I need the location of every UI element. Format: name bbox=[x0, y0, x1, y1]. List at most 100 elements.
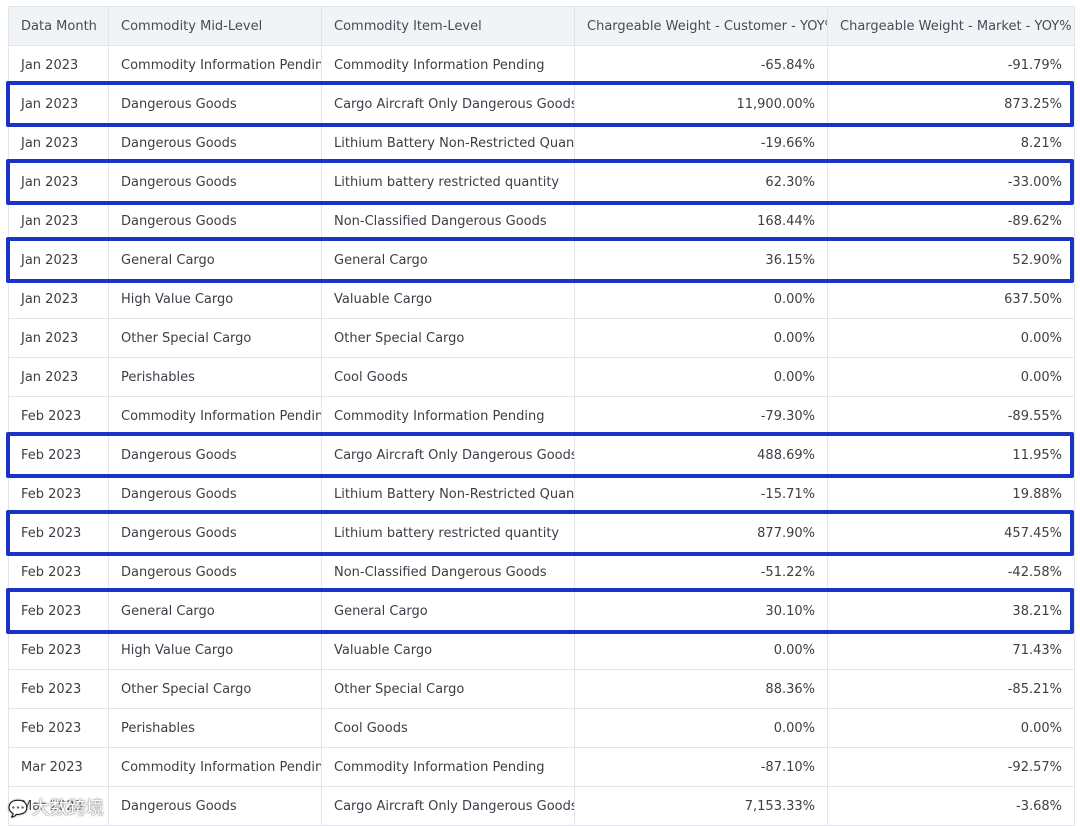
column-header-commodity-item-level[interactable]: Commodity Item-Level bbox=[321, 6, 575, 46]
cell-commodity-item-level: Commodity Information Pending bbox=[321, 396, 575, 436]
cell-commodity-item-level: General Cargo bbox=[321, 240, 575, 280]
cell-commodity-item-level: Lithium Battery Non-Restricted Quantity bbox=[321, 123, 575, 163]
cell-commodity-mid-level: General Cargo bbox=[108, 591, 322, 631]
cell-customer-yoy: -19.66% bbox=[574, 123, 828, 163]
table-row[interactable]: Jan 2023 Dangerous Goods Lithium battery r… bbox=[8, 162, 1075, 202]
cell-customer-yoy: 11,900.00% bbox=[574, 84, 828, 124]
table-row[interactable]: Feb 2023 Other Special Cargo Other Special… bbox=[8, 669, 1075, 709]
table-row[interactable]: Mar 2023 Dangerous Goods Cargo Aircraft On… bbox=[8, 786, 1075, 826]
cell-commodity-mid-level: Dangerous Goods bbox=[108, 162, 322, 202]
cell-market-yoy: -89.62% bbox=[827, 201, 1075, 241]
cell-data-month: Feb 2023 bbox=[8, 396, 109, 436]
cell-market-yoy: 0.00% bbox=[827, 708, 1075, 748]
cell-commodity-mid-level: High Value Cargo bbox=[108, 630, 322, 670]
cell-customer-yoy: 0.00% bbox=[574, 708, 828, 748]
column-header-data-month[interactable]: Data Month bbox=[8, 6, 109, 46]
table-row[interactable]: Feb 2023 Dangerous Goods Lithium battery r… bbox=[8, 513, 1075, 553]
table-row[interactable]: Feb 2023 Perishables Cool Goods 0.00% 0.00% bbox=[8, 708, 1075, 748]
cell-commodity-mid-level: Perishables bbox=[108, 708, 322, 748]
cell-customer-yoy: 30.10% bbox=[574, 591, 828, 631]
cell-commodity-mid-level: Dangerous Goods bbox=[108, 513, 322, 553]
cell-market-yoy: 8.21% bbox=[827, 123, 1075, 163]
cell-customer-yoy: -65.84% bbox=[574, 45, 828, 85]
table-row[interactable]: Feb 2023 Commodity Information Pending Com… bbox=[8, 396, 1075, 436]
cell-market-yoy: -92.57% bbox=[827, 747, 1075, 787]
cell-commodity-mid-level: Dangerous Goods bbox=[108, 123, 322, 163]
cell-customer-yoy: -79.30% bbox=[574, 396, 828, 436]
cell-data-month: Feb 2023 bbox=[8, 474, 109, 514]
table-row[interactable]: Feb 2023 Dangerous Goods Lithium Battery N… bbox=[8, 474, 1075, 514]
cell-market-yoy: -89.55% bbox=[827, 396, 1075, 436]
cell-commodity-mid-level: Dangerous Goods bbox=[108, 474, 322, 514]
table-row[interactable]: Feb 2023 Dangerous Goods Cargo Aircraft On… bbox=[8, 435, 1075, 475]
data-table: Data Month Commodity Mid-Level Commodity… bbox=[8, 6, 1075, 826]
cell-market-yoy: -85.21% bbox=[827, 669, 1075, 709]
table-row[interactable]: Feb 2023 General Cargo General Cargo 30.10%… bbox=[8, 591, 1075, 631]
cell-commodity-mid-level: Dangerous Goods bbox=[108, 435, 322, 475]
watermark-text: 大数跨境 bbox=[31, 798, 104, 819]
cell-customer-yoy: 877.90% bbox=[574, 513, 828, 553]
cell-commodity-mid-level: Dangerous Goods bbox=[108, 84, 322, 124]
cell-data-month: Feb 2023 bbox=[8, 552, 109, 592]
table-row[interactable]: Jan 2023 Other Special Cargo Other Special… bbox=[8, 318, 1075, 358]
cell-commodity-item-level: Cargo Aircraft Only Dangerous Goods bbox=[321, 435, 575, 475]
cell-data-month: Feb 2023 bbox=[8, 513, 109, 553]
table-row[interactable]: Jan 2023 High Value Cargo Valuable Cargo 0.… bbox=[8, 279, 1075, 319]
cell-commodity-item-level: Other Special Cargo bbox=[321, 669, 575, 709]
cell-commodity-item-level: Lithium battery restricted quantity bbox=[321, 513, 575, 553]
cell-data-month: Feb 2023 bbox=[8, 630, 109, 670]
cell-market-yoy: -42.58% bbox=[827, 552, 1075, 592]
cell-commodity-item-level: Non-Classified Dangerous Goods bbox=[321, 552, 575, 592]
table-row[interactable]: Feb 2023 Dangerous Goods Non-Classified Da… bbox=[8, 552, 1075, 592]
column-header-commodity-mid-level[interactable]: Commodity Mid-Level bbox=[108, 6, 322, 46]
cell-market-yoy: -3.68% bbox=[827, 786, 1075, 826]
cell-customer-yoy: 488.69% bbox=[574, 435, 828, 475]
column-header-market-yoy[interactable]: Chargeable Weight - Market - YOY% bbox=[827, 6, 1075, 46]
cell-data-month: Feb 2023 bbox=[8, 591, 109, 631]
table-row[interactable]: Feb 2023 High Value Cargo Valuable Cargo 0.… bbox=[8, 630, 1075, 670]
cell-customer-yoy: 0.00% bbox=[574, 318, 828, 358]
cell-data-month: Feb 2023 bbox=[8, 708, 109, 748]
cell-data-month: Jan 2023 bbox=[8, 123, 109, 163]
cell-commodity-item-level: Valuable Cargo bbox=[321, 279, 575, 319]
cell-commodity-item-level: Cargo Aircraft Only Dangerous Goods bbox=[321, 786, 575, 826]
cell-customer-yoy: 62.30% bbox=[574, 162, 828, 202]
cell-customer-yoy: -15.71% bbox=[574, 474, 828, 514]
cell-data-month: Feb 2023 bbox=[8, 669, 109, 709]
cell-customer-yoy: -51.22% bbox=[574, 552, 828, 592]
cell-market-yoy: 19.88% bbox=[827, 474, 1075, 514]
cell-commodity-mid-level: Perishables bbox=[108, 357, 322, 397]
data-table-container: Data Month Commodity Mid-Level Commodity… bbox=[8, 6, 1075, 826]
cell-market-yoy: 52.90% bbox=[827, 240, 1075, 280]
cell-customer-yoy: -87.10% bbox=[574, 747, 828, 787]
cell-commodity-item-level: Valuable Cargo bbox=[321, 630, 575, 670]
cell-data-month: Mar 2023 bbox=[8, 747, 109, 787]
cell-commodity-item-level: Commodity Information Pending bbox=[321, 747, 575, 787]
cell-commodity-mid-level: Other Special Cargo bbox=[108, 318, 322, 358]
cell-data-month: Feb 2023 bbox=[8, 435, 109, 475]
table-row[interactable]: Mar 2023 Commodity Information Pending Com… bbox=[8, 747, 1075, 787]
table-header-row: Data Month Commodity Mid-Level Commodity… bbox=[8, 6, 1075, 46]
table-row[interactable]: Jan 2023 Perishables Cool Goods 0.00% 0.00% bbox=[8, 357, 1075, 397]
cell-data-month: Jan 2023 bbox=[8, 201, 109, 241]
cell-market-yoy: 637.50% bbox=[827, 279, 1075, 319]
cell-data-month: Jan 2023 bbox=[8, 240, 109, 280]
cell-market-yoy: 457.45% bbox=[827, 513, 1075, 553]
table-row[interactable]: Jan 2023 Dangerous Goods Non-Classified Da… bbox=[8, 201, 1075, 241]
cell-market-yoy: 0.00% bbox=[827, 357, 1075, 397]
cell-market-yoy: 11.95% bbox=[827, 435, 1075, 475]
cell-commodity-mid-level: Commodity Information Pending bbox=[108, 45, 322, 85]
cell-commodity-item-level: Commodity Information Pending bbox=[321, 45, 575, 85]
table-row[interactable]: Jan 2023 Dangerous Goods Cargo Aircraft On… bbox=[8, 84, 1075, 124]
table-row[interactable]: Jan 2023 Commodity Information Pending Com… bbox=[8, 45, 1075, 85]
cell-customer-yoy: 0.00% bbox=[574, 279, 828, 319]
column-header-customer-yoy[interactable]: Chargeable Weight - Customer - YOY% bbox=[574, 6, 828, 46]
table-row[interactable]: Jan 2023 General Cargo General Cargo 36.15%… bbox=[8, 240, 1075, 280]
cell-customer-yoy: 168.44% bbox=[574, 201, 828, 241]
cell-data-month: Jan 2023 bbox=[8, 162, 109, 202]
cell-commodity-item-level: Lithium battery restricted quantity bbox=[321, 162, 575, 202]
cell-market-yoy: -91.79% bbox=[827, 45, 1075, 85]
cell-market-yoy: -33.00% bbox=[827, 162, 1075, 202]
table-row[interactable]: Jan 2023 Dangerous Goods Lithium Battery N… bbox=[8, 123, 1075, 163]
cell-commodity-item-level: Non-Classified Dangerous Goods bbox=[321, 201, 575, 241]
